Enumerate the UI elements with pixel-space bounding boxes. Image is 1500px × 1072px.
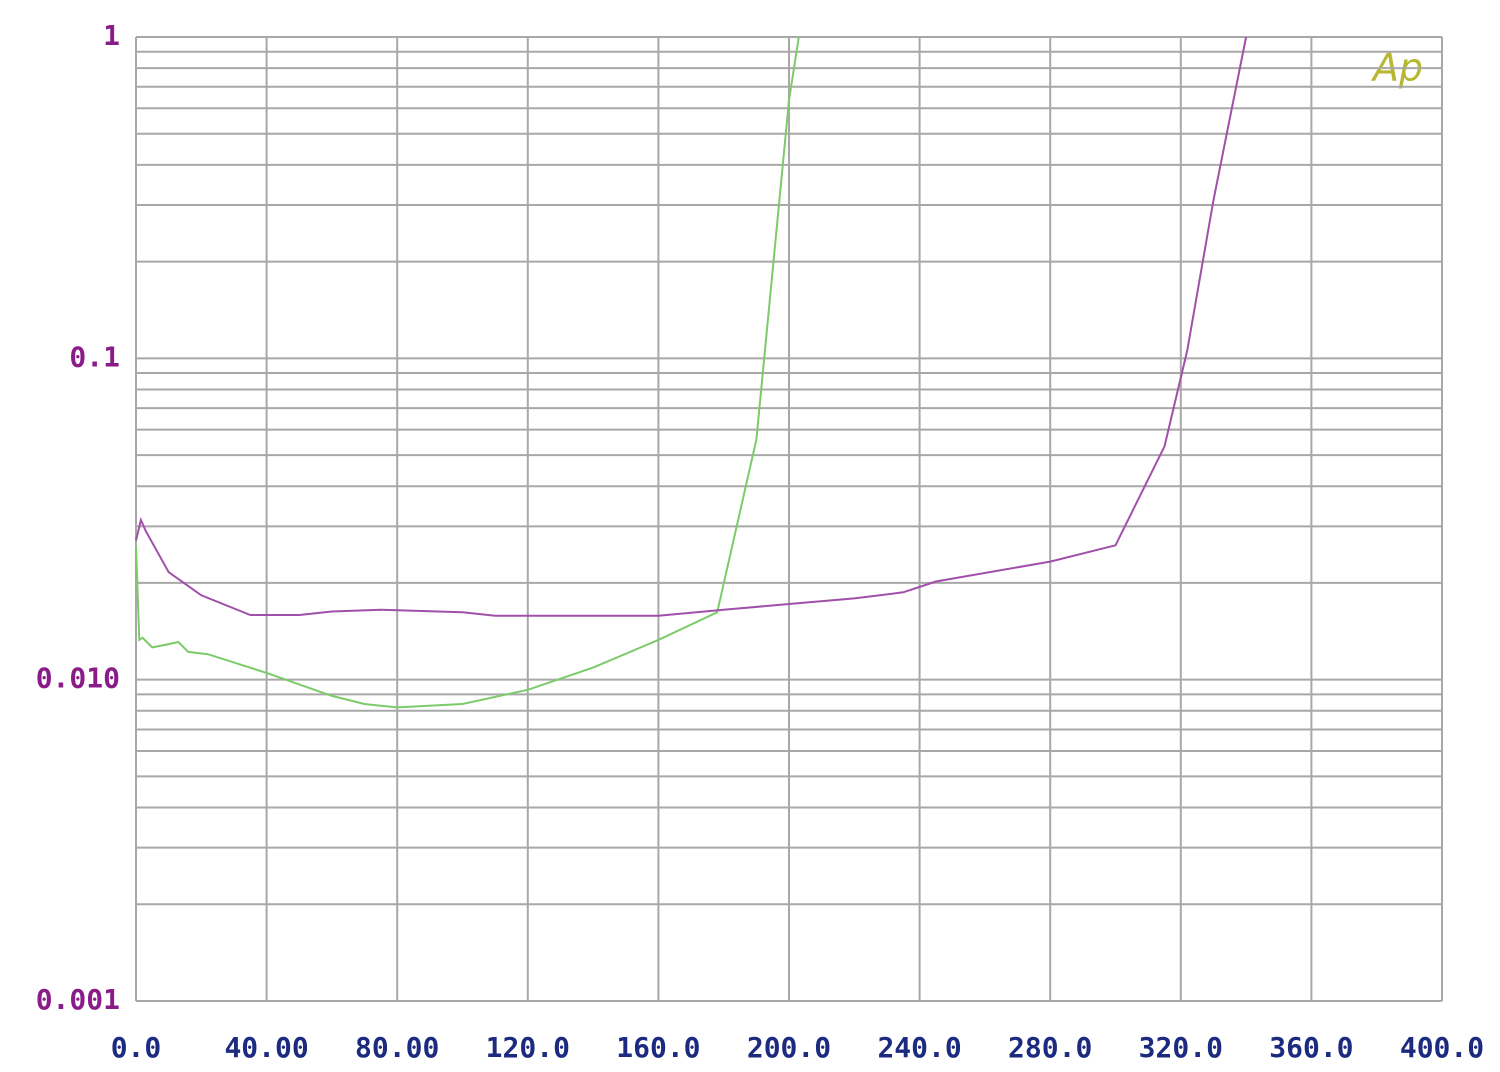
x-tick-label: 40.00 <box>224 1031 308 1064</box>
x-tick-label: 280.0 <box>1008 1031 1092 1064</box>
x-tick-label: 80.00 <box>355 1031 439 1064</box>
x-tick-label: 0.0 <box>111 1031 162 1064</box>
y-tick-label: 0.1 <box>69 340 120 373</box>
y-tick-label: 0.001 <box>36 983 120 1016</box>
grid <box>135 36 1443 1002</box>
y-tick-label: 1 <box>103 19 120 52</box>
x-tick-label: 320.0 <box>1139 1031 1223 1064</box>
x-tick-label: 400.0 <box>1400 1031 1484 1064</box>
data-line <box>135 36 800 709</box>
x-tick-label: 360.0 <box>1269 1031 1353 1064</box>
data-line <box>135 36 1248 617</box>
x-tick-label: 160.0 <box>616 1031 700 1064</box>
x-tick-label: 240.0 <box>877 1031 961 1064</box>
x-tick-label: 120.0 <box>486 1031 570 1064</box>
y-tick-label: 0.010 <box>36 662 120 695</box>
x-tick-label: 200.0 <box>747 1031 831 1064</box>
